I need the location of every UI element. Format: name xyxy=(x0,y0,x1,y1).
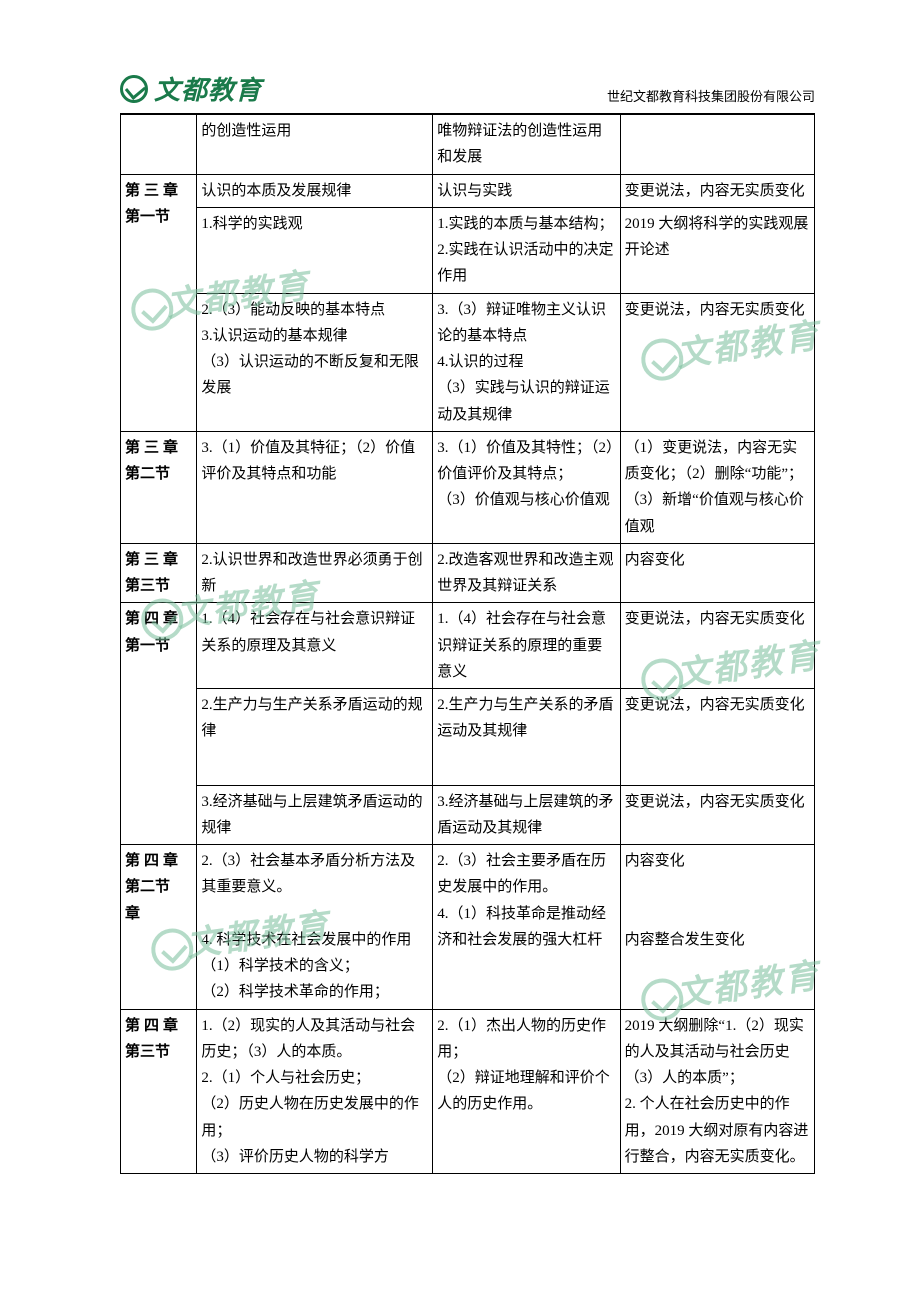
table-row: 1.科学的实践观1.实践的本质与基本结构； 2.实践在认识活动中的决定作用201… xyxy=(121,207,815,293)
table-row: 第三章第二节3.（1）价值及其特征；（2）价值评价及其特点和功能3.（1）价值及… xyxy=(121,431,815,543)
table-cell: 的创造性运用 xyxy=(197,115,433,175)
table-cell: 2.（3）能动反映的基本特点 3.认识运动的基本规律 （3）认识运动的不断反复和… xyxy=(197,293,433,431)
table-row: 第四章第一节1.（4）社会存在与社会意识辩证关系的原理及其意义1.（4）社会存在… xyxy=(121,603,815,689)
table-cell xyxy=(620,115,814,175)
table-cell: 2019 大纲将科学的实践观展开论述 xyxy=(620,207,814,293)
table-cell: 1.科学的实践观 xyxy=(197,207,433,293)
page: 文都教育 世纪文都教育科技集团股份有限公司 的创造性运用唯物辩证法的创造性运用和… xyxy=(0,0,920,1234)
table-row: 2.（3）能动反映的基本特点 3.认识运动的基本规律 （3）认识运动的不断反复和… xyxy=(121,293,815,431)
logo-icon xyxy=(120,75,148,103)
table-cell: 变更说法，内容无实质变化 xyxy=(620,603,814,689)
table-cell: 1.实践的本质与基本结构； 2.实践在认识活动中的决定作用 xyxy=(433,207,620,293)
table-cell: 3.（1）价值及其特征；（2）价值评价及其特点和功能 xyxy=(197,431,433,543)
chapter-cell: 第三章第一节 xyxy=(121,174,197,431)
company-name: 世纪文都教育科技集团股份有限公司 xyxy=(607,86,815,105)
brand-logo: 文都教育 xyxy=(120,70,262,107)
table-cell: 1.（4）社会存在与社会意识辩证关系的原理及其意义 xyxy=(197,603,433,689)
table-cell: 2.生产力与生产关系矛盾运动的规律 xyxy=(197,689,433,786)
table-row: 第四章第三节1.（2）现实的人及其活动与社会历史；（3）人的本质。 2.（1）个… xyxy=(121,1009,815,1174)
header: 文都教育 世纪文都教育科技集团股份有限公司 xyxy=(120,70,815,107)
table-row: 2.生产力与生产关系矛盾运动的规律2.生产力与生产关系的矛盾运动及其规律变更说法… xyxy=(121,689,815,786)
chapter-cell: 第四章第三节 xyxy=(121,1009,197,1174)
comparison-table: 的创造性运用唯物辩证法的创造性运用和发展第三章第一节认识的本质及发展规律认识与实… xyxy=(120,114,815,1174)
table-cell: 变更说法，内容无实质变化 xyxy=(620,174,814,207)
table-cell: 1.（2）现实的人及其活动与社会历史；（3）人的本质。 2.（1）个人与社会历史… xyxy=(197,1009,433,1174)
table-cell: 认识与实践 xyxy=(433,174,620,207)
table-cell: 变更说法，内容无实质变化 xyxy=(620,785,814,845)
chapter-cell: 第三章第三节 xyxy=(121,543,197,603)
table-cell: 3.（3）辩证唯物主义认识论的基本特点 4.认识的过程 （3）实践与认识的辩证运… xyxy=(433,293,620,431)
table-cell: （1）变更说法，内容无实质变化；（2）删除“功能”；（3）新增“价值观与核心价值… xyxy=(620,431,814,543)
table-row: 3.经济基础与上层建筑矛盾运动的规律3.经济基础与上层建筑的矛盾运动及其规律变更… xyxy=(121,785,815,845)
table-cell: 2.（3）社会主要矛盾在历史发展中的作用。 4.（1）科技革命是推动经济和社会发… xyxy=(433,845,620,1010)
chapter-cell: 第三章第二节 xyxy=(121,431,197,543)
table-cell: 认识的本质及发展规律 xyxy=(197,174,433,207)
table-cell: 内容变化 内容整合发生变化 xyxy=(620,845,814,1010)
logo-text: 文都教育 xyxy=(154,70,262,107)
table-cell: 唯物辩证法的创造性运用和发展 xyxy=(433,115,620,175)
table-cell: 变更说法，内容无实质变化 xyxy=(620,293,814,431)
table-cell: 3.（1）价值及其特性；（2）价值评价及其特点； （3）价值观与核心价值观 xyxy=(433,431,620,543)
chapter-cell: 第四章第一节 xyxy=(121,603,197,845)
chapter-cell: 第四章第二节章 xyxy=(121,845,197,1010)
chapter-cell xyxy=(121,115,197,175)
table-row: 第三章第三节2.认识世界和改造世界必须勇于创新2.改造客观世界和改造主观世界及其… xyxy=(121,543,815,603)
table-cell: 2.认识世界和改造世界必须勇于创新 xyxy=(197,543,433,603)
table-cell: 2019 大纲删除“1.（2）现实的人及其活动与社会历史（3）人的本质”； 2.… xyxy=(620,1009,814,1174)
table-row: 第四章第二节章2.（3）社会基本矛盾分析方法及其重要意义。 4. 科学技术在社会… xyxy=(121,845,815,1010)
table-cell: 2.（1）杰出人物的历史作用； （2）辩证地理解和评价个人的历史作用。 xyxy=(433,1009,620,1174)
table-row: 第三章第一节认识的本质及发展规律认识与实践变更说法，内容无实质变化 xyxy=(121,174,815,207)
table-cell: 2.改造客观世界和改造主观世界及其辩证关系 xyxy=(433,543,620,603)
table-row: 的创造性运用唯物辩证法的创造性运用和发展 xyxy=(121,115,815,175)
table-cell: 内容变化 xyxy=(620,543,814,603)
table-cell: 3.经济基础与上层建筑矛盾运动的规律 xyxy=(197,785,433,845)
table-cell: 2.（3）社会基本矛盾分析方法及其重要意义。 4. 科学技术在社会发展中的作用 … xyxy=(197,845,433,1010)
table-cell: 2.生产力与生产关系的矛盾运动及其规律 xyxy=(433,689,620,786)
table-cell: 1.（4）社会存在与社会意识辩证关系的原理的重要意义 xyxy=(433,603,620,689)
table-cell: 3.经济基础与上层建筑的矛盾运动及其规律 xyxy=(433,785,620,845)
table-cell: 变更说法，内容无实质变化 xyxy=(620,689,814,786)
